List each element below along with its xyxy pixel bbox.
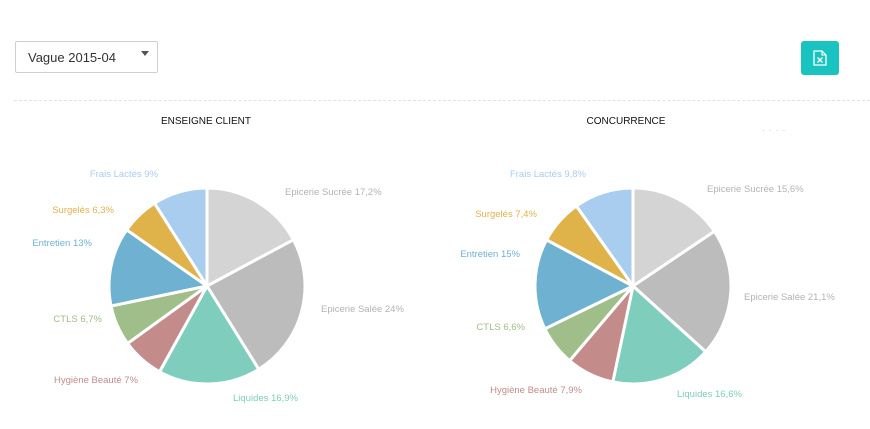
slice-label: Epicerie Salée 21,1% <box>744 292 835 303</box>
pie-slice[interactable] <box>205 238 307 371</box>
pie-slice[interactable] <box>533 238 635 331</box>
pie-slice[interactable] <box>631 229 733 354</box>
chart-title-client: ENSEIGNE CLIENT <box>160 116 252 127</box>
excel-export-button[interactable] <box>801 41 839 75</box>
slice-label: Surgelés 7,4% <box>475 209 537 220</box>
slice-label: Frais Lactés 9% <box>90 169 159 180</box>
chevron-down-icon <box>141 51 149 56</box>
slice-label: CTLS 6,7% <box>53 314 102 325</box>
decorative-dots: · · · · <box>762 126 787 135</box>
pie-slice[interactable] <box>153 186 209 288</box>
slice-label: Liquides 16,6% <box>677 389 743 400</box>
slice-label: Hygiène Beauté 7% <box>54 375 139 386</box>
divider <box>14 100 870 101</box>
pie-slice[interactable] <box>107 228 209 308</box>
slice-label: Liquides 16,9% <box>233 393 299 404</box>
slice-label: Surgelés 6,3% <box>52 205 114 216</box>
pie-slice[interactable] <box>631 186 716 288</box>
wave-select[interactable]: Vague 2015-04 <box>15 41 158 73</box>
slice-label: Epicerie Sucrée 15,6% <box>707 184 804 195</box>
pie-slice[interactable] <box>158 284 261 386</box>
slice-label: CTLS 6,6% <box>476 322 525 333</box>
slice-label: Epicerie Sucrée 17,2% <box>285 187 382 198</box>
slice-label: Epicerie Salée 24% <box>321 304 404 315</box>
pie-chart-client: Epicerie Sucrée 17,2% Epicerie Salée 24% L… <box>32 169 404 404</box>
pie-chart-competition: Epicerie Sucrée 15,6% Epicerie Salée 21,1… <box>460 169 835 400</box>
wave-select-value: Vague 2015-04 <box>28 49 116 65</box>
pie-slice[interactable] <box>574 186 635 288</box>
pie-slice[interactable] <box>611 284 708 386</box>
slice-label: Entretien 13% <box>32 238 92 249</box>
chart-title-competition: CONCURRENCE <box>586 116 666 127</box>
slice-label: Frais Lactés 9,8% <box>510 169 587 180</box>
pie-slice[interactable] <box>205 186 295 288</box>
slice-label: Entretien 15% <box>460 249 520 260</box>
excel-export-icon <box>813 50 827 66</box>
slice-label: Hygiène Beauté 7,9% <box>490 385 582 396</box>
